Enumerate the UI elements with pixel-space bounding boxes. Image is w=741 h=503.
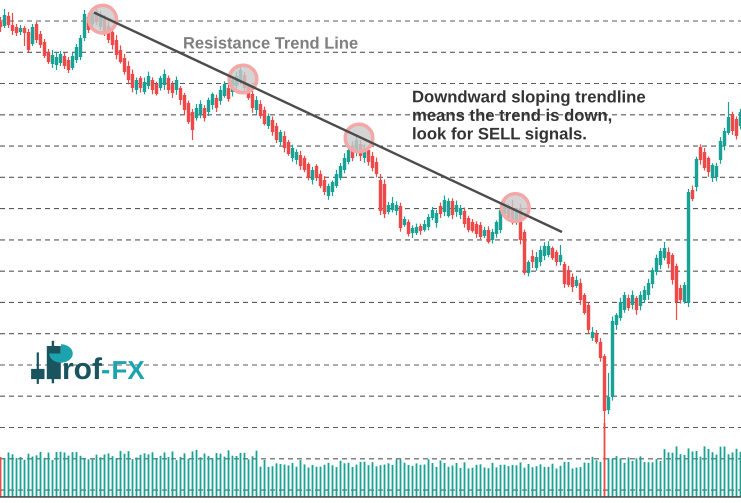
- svg-text:Downdward sloping trendline: Downdward sloping trendline: [412, 87, 646, 106]
- svg-text:FX: FX: [111, 355, 145, 385]
- svg-text:Resistance Trend Line: Resistance Trend Line: [183, 35, 358, 53]
- svg-text:-: -: [101, 354, 110, 385]
- svg-text:means the trend is down,: means the trend is down,: [412, 106, 612, 125]
- svg-text:rof: rof: [62, 353, 103, 386]
- svg-text:look for SELL signals.: look for SELL signals.: [412, 124, 587, 143]
